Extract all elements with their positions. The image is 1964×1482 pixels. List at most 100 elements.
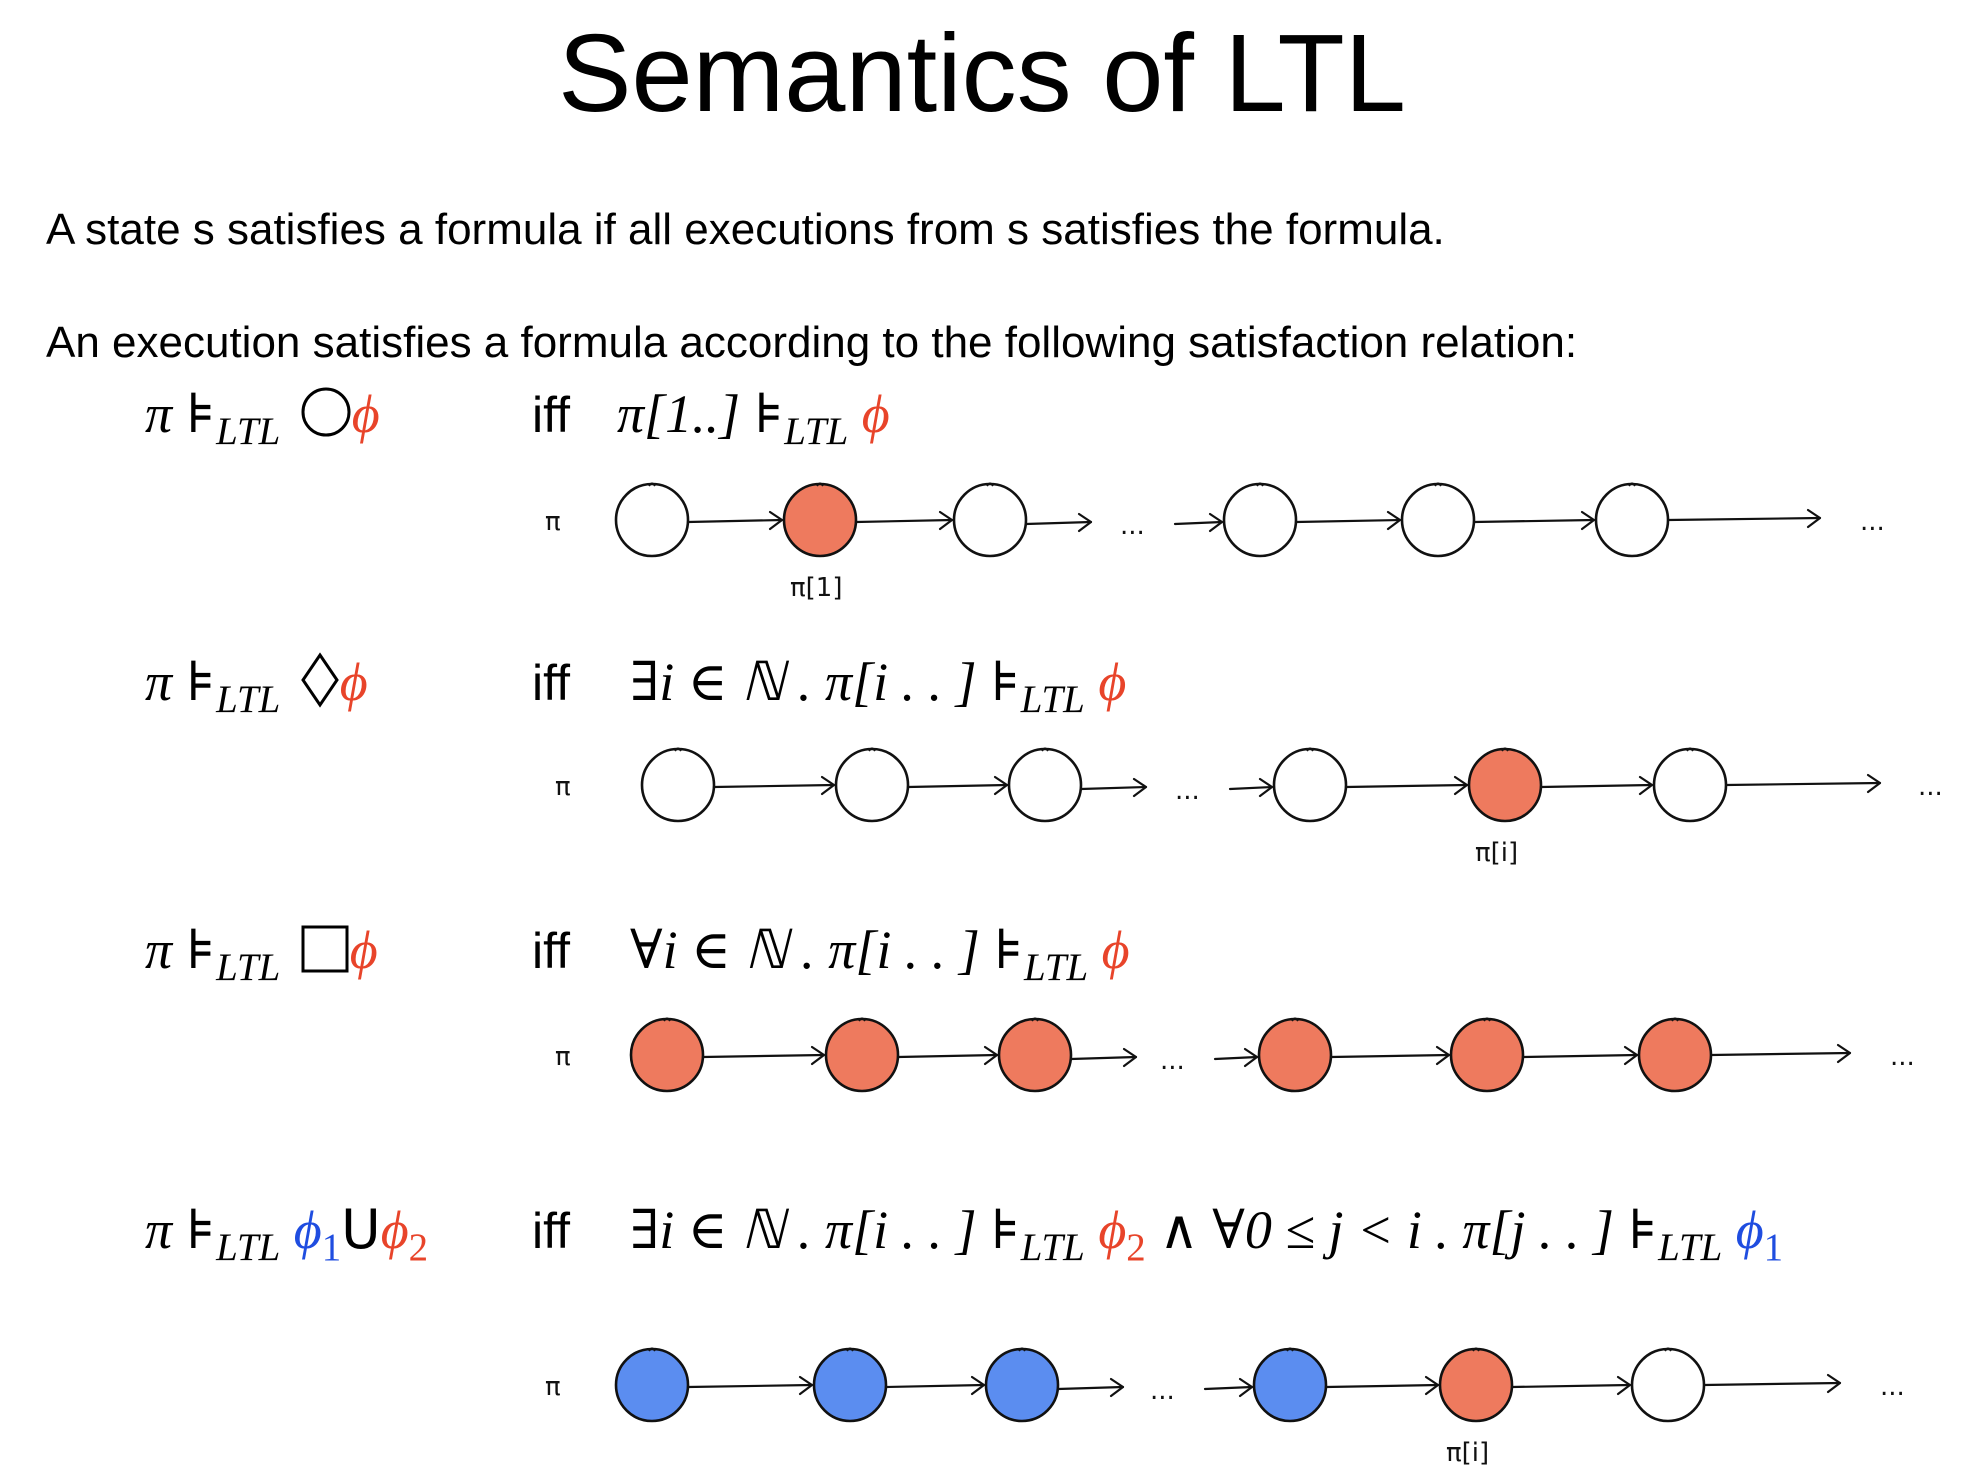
transition-arrow <box>1294 518 1402 524</box>
arrow-head <box>1866 773 1882 794</box>
ltl-subscript: LTL <box>1020 1226 1085 1270</box>
phi-symbol: ϕ <box>861 384 890 444</box>
pi-label: π <box>555 1042 571 1072</box>
state-node-stem <box>1501 747 1509 752</box>
arrow-head <box>1132 777 1148 798</box>
phi-symbol: ϕ <box>339 652 368 712</box>
transition-arrow <box>1702 1381 1842 1387</box>
state-node-stem <box>1018 1347 1026 1352</box>
ltl-subscript: LTL <box>1024 946 1089 990</box>
transition-arrow <box>884 1383 986 1389</box>
execution-diagram-globally: π...... <box>555 1017 1915 1093</box>
position-marker-label: π[i] <box>1446 1438 1489 1468</box>
state-node <box>629 1017 705 1093</box>
lhs-prefix: π ⊧ <box>145 1200 217 1260</box>
lhs-prefix: π ⊧ <box>145 652 217 712</box>
state-node <box>1467 747 1543 823</box>
rule-eventually-lhs: π ⊧LTL ϕ <box>145 650 368 721</box>
transition-arrow <box>1539 783 1654 789</box>
ellipsis: ... <box>1160 1046 1185 1076</box>
state-node <box>1400 482 1476 558</box>
transition-arrow <box>1173 520 1224 526</box>
position-marker-label: π[i] <box>1475 838 1518 868</box>
arrow-head <box>1238 1377 1254 1398</box>
state-node-stem <box>816 482 824 487</box>
arrow-head <box>1208 512 1224 533</box>
arrow-head <box>1623 1045 1639 1066</box>
transition-arrow <box>854 518 954 524</box>
state-node-stem <box>1291 1017 1299 1022</box>
transition-arrow <box>686 518 784 524</box>
arrow-head <box>1109 1377 1125 1398</box>
state-node <box>1652 747 1728 823</box>
arrow-head <box>768 510 784 531</box>
arrow-head <box>983 1045 999 1066</box>
next-circle-icon <box>301 387 351 437</box>
pi-label: π <box>545 1372 561 1402</box>
arrow-head <box>1386 510 1402 531</box>
phi-symbol: ϕ <box>349 920 378 980</box>
rule-globally-lhs: π ⊧LTL ϕ <box>145 918 378 989</box>
state-node-stem <box>858 1017 866 1022</box>
execution-diagram-eventually: π... ... π[i] <box>555 747 1943 868</box>
intro-paragraph-execution: An execution satisfies a formula accordi… <box>46 318 1578 367</box>
arrow-head <box>1638 775 1654 796</box>
ltl-subscript: LTL <box>784 410 849 454</box>
state-node <box>1637 1017 1713 1093</box>
arrow-head <box>1836 1043 1852 1064</box>
ellipsis: ... <box>1880 1372 1905 1402</box>
transition-arrow <box>1056 1385 1125 1391</box>
iff-keyword: iff <box>532 923 570 979</box>
transition-arrow <box>1324 1383 1440 1389</box>
state-node <box>824 1017 900 1093</box>
ltl-subscript: LTL <box>1020 678 1085 722</box>
phi-symbol: ϕ <box>351 384 380 444</box>
transition-arrow <box>1329 1053 1451 1059</box>
state-node <box>834 747 910 823</box>
transition-arrow <box>1024 520 1093 526</box>
state-node-stem <box>986 482 994 487</box>
state-node-stem <box>1686 747 1694 752</box>
state-node <box>1257 1017 1333 1093</box>
transition-arrow <box>1344 783 1469 789</box>
phi-two-index: 2 <box>1126 1226 1146 1270</box>
state-node <box>1272 747 1348 823</box>
execution-diagram-next: π... ... π[1] <box>545 482 1885 603</box>
phi-two-symbol: ϕ <box>1098 1200 1127 1260</box>
arrow-head <box>1258 777 1274 798</box>
iff-keyword: iff <box>532 655 570 711</box>
arrow-head <box>1616 1375 1632 1396</box>
transition-arrow <box>1213 1055 1259 1061</box>
phi-two-index: 2 <box>408 1226 429 1270</box>
state-node <box>1222 482 1298 558</box>
state-node-stem <box>1628 482 1636 487</box>
arrow-head <box>798 1375 814 1396</box>
transition-arrow <box>1521 1053 1639 1059</box>
state-node-stem <box>1671 1017 1679 1022</box>
state-node <box>1594 482 1670 558</box>
ellipsis: ... <box>1150 1376 1175 1406</box>
arrow-head <box>1435 1045 1451 1066</box>
state-node-stem <box>1472 1347 1480 1352</box>
arrow-head <box>1243 1047 1259 1068</box>
phi-symbol: ϕ <box>1098 652 1127 712</box>
state-node-stem <box>1306 747 1314 752</box>
page-title: Semantics of LTL <box>558 12 1406 135</box>
ellipsis: ... <box>1860 507 1885 537</box>
arrow-head <box>1453 775 1469 796</box>
state-node <box>1007 747 1083 823</box>
ltl-subscript: LTL <box>216 678 281 722</box>
transition-arrow <box>1079 785 1148 791</box>
phi-one-index: 1 <box>1763 1226 1784 1270</box>
rhs-expression: π[1..] ⊧ <box>617 384 785 444</box>
until-icon: U <box>341 1198 381 1261</box>
ellipsis: ... <box>1175 776 1200 806</box>
phi-one-symbol: ϕ <box>1735 1200 1764 1260</box>
iff-keyword: iff <box>532 1203 570 1259</box>
arrow-head <box>938 510 954 531</box>
state-node <box>997 1017 1073 1093</box>
state-node-stem <box>1286 1347 1294 1352</box>
transition-arrow <box>1709 1051 1852 1057</box>
rule-next-lhs: π ⊧LTL ϕ <box>145 382 380 453</box>
arrow-head <box>993 775 1009 796</box>
